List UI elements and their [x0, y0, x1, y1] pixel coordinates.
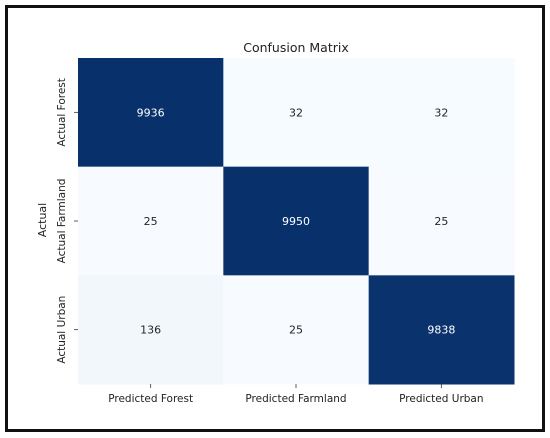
y-tick-label: Actual Farmland: [56, 179, 68, 264]
cell-value-label: 9936: [137, 106, 165, 119]
heatmap-cells: [78, 58, 515, 385]
x-tick-label: Predicted Urban: [399, 393, 483, 405]
heatmap-cell: [78, 275, 224, 385]
heatmap-cell: [368, 275, 515, 385]
cell-value-label: 9838: [427, 324, 455, 337]
y-tick-label: Actual Urban: [56, 296, 68, 364]
y-axis-ticks: Actual Forest Actual Farmland Actual Urban: [56, 78, 78, 364]
heatmap-cell-labels: 9936 32 32 25 9950 25 136 25 9838: [137, 106, 456, 336]
heatmap-cell: [78, 166, 224, 276]
x-tick-label: Predicted Forest: [108, 393, 193, 405]
cell-value-label: 25: [144, 215, 158, 228]
heatmap-cell: [368, 58, 515, 168]
heatmap-cell: [78, 58, 224, 168]
cell-value-label: 136: [140, 324, 161, 337]
heatmap-cell: [223, 58, 370, 168]
cell-value-label: 9950: [282, 215, 310, 228]
cell-value-label: 32: [289, 106, 303, 119]
cell-value-label: 25: [289, 324, 303, 337]
x-tick-label: Predicted Farmland: [245, 393, 346, 405]
heatmap-cell: [223, 275, 370, 385]
y-axis-label: Actual: [36, 203, 49, 237]
x-axis-ticks: Predicted Forest Predicted Farmland Predic…: [108, 384, 484, 405]
y-tick-label: Actual Forest: [56, 78, 68, 146]
heatmap-cell: [368, 166, 515, 276]
cell-value-label: 32: [434, 106, 448, 119]
heatmap-cell: [223, 166, 370, 276]
chart-title: Confusion Matrix: [243, 40, 349, 55]
cell-value-label: 25: [434, 215, 448, 228]
